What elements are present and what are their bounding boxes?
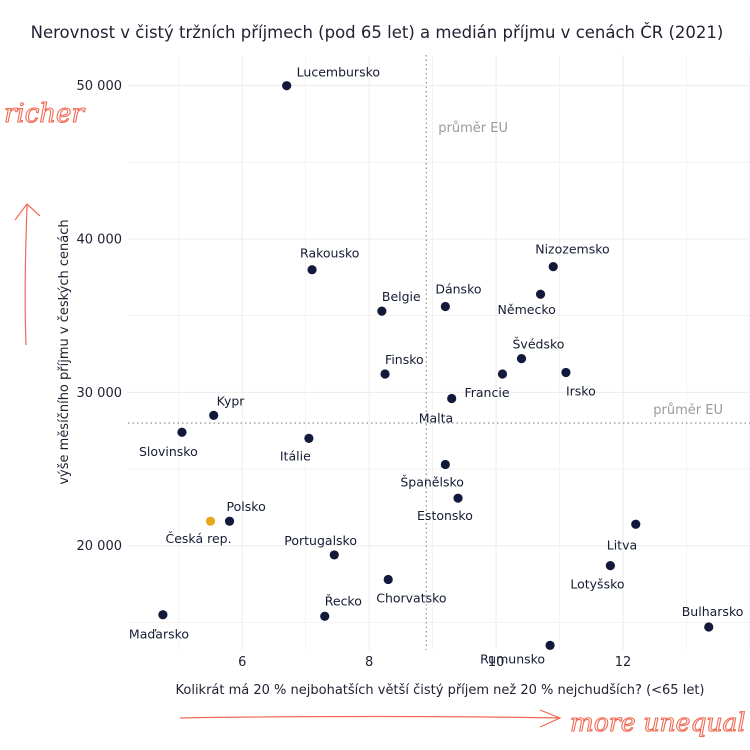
x-axis-title: Kolikrát má 20 % nejbohatších větší čist… bbox=[176, 683, 705, 698]
data-point bbox=[380, 369, 390, 379]
data-point bbox=[561, 367, 571, 378]
point-label: Bulharsko bbox=[682, 604, 744, 619]
eu-average-x-label: průměr EU bbox=[438, 121, 508, 136]
data-point bbox=[282, 81, 292, 91]
data-point bbox=[320, 611, 330, 621]
more-unequal-annotation: more unequal bbox=[179, 707, 746, 738]
y-axis-title: výše měsíčního příjmu v českých cenách bbox=[57, 219, 72, 484]
point-label: Francie bbox=[464, 385, 509, 400]
point-label: Polsko bbox=[227, 499, 266, 514]
data-point bbox=[497, 369, 508, 379]
point-label: Litva bbox=[607, 537, 637, 552]
data-point bbox=[209, 410, 219, 420]
x-tick-label: 10 bbox=[488, 655, 505, 670]
reference-lines: průměr EU průměr EU bbox=[128, 55, 750, 650]
richer-annotation: richer bbox=[3, 98, 86, 346]
point-label: Irsko bbox=[566, 383, 596, 398]
data-point bbox=[224, 516, 235, 526]
data-point bbox=[158, 610, 168, 620]
point-label: Belgie bbox=[382, 289, 421, 304]
point-label: Estonsko bbox=[417, 508, 473, 523]
point-label: Nizozemsko bbox=[535, 242, 609, 257]
x-tick-label: 8 bbox=[365, 655, 373, 670]
data-point bbox=[605, 561, 615, 571]
point-label: Rakousko bbox=[300, 246, 359, 261]
point-label: Lucembursko bbox=[297, 65, 380, 80]
more-unequal-text: more unequal bbox=[570, 708, 745, 737]
x-tick-label: 12 bbox=[615, 655, 632, 670]
point-label: Německo bbox=[498, 302, 556, 317]
point-label: Itálie bbox=[280, 448, 311, 463]
point-label: Lotyšsko bbox=[570, 577, 624, 592]
point-label: Portugalsko bbox=[284, 533, 357, 548]
point-label: Rumunsko bbox=[480, 651, 545, 666]
point-label: Česká rep. bbox=[166, 531, 232, 546]
data-point bbox=[329, 550, 339, 560]
data-point bbox=[205, 516, 216, 526]
point-label: Maďarsko bbox=[129, 627, 189, 642]
data-point bbox=[535, 289, 546, 299]
data-point bbox=[447, 393, 457, 404]
point-labels: Lucembursko Rakousko Nizozemsko Belgie Dánsk… bbox=[129, 65, 743, 667]
point-label: Finsko bbox=[385, 352, 424, 367]
data-point bbox=[548, 262, 558, 272]
point-label: Španělsko bbox=[400, 474, 464, 489]
y-tick-label: 40 000 bbox=[77, 233, 123, 248]
data-point bbox=[440, 459, 450, 470]
data-point bbox=[545, 640, 555, 650]
y-tick-label: 50 000 bbox=[77, 79, 123, 94]
more-unequal-arrow bbox=[179, 709, 562, 728]
richer-arrow bbox=[14, 203, 41, 346]
point-label: Slovinsko bbox=[139, 444, 198, 459]
data-point bbox=[383, 574, 393, 585]
point-label: Chorvatsko bbox=[376, 590, 446, 605]
data-point bbox=[304, 433, 314, 443]
data-point bbox=[631, 519, 641, 529]
point-label: Dánsko bbox=[435, 281, 481, 296]
x-axis-ticks: 6 8 10 12 bbox=[238, 655, 631, 670]
data-point bbox=[516, 354, 527, 364]
data-point bbox=[704, 622, 714, 632]
point-label: Kypr bbox=[217, 393, 246, 408]
data-point bbox=[177, 427, 187, 437]
y-tick-label: 30 000 bbox=[77, 386, 123, 401]
grid bbox=[128, 55, 750, 650]
data-point bbox=[377, 306, 387, 316]
point-label: Malta bbox=[419, 411, 453, 426]
data-point bbox=[307, 265, 317, 275]
data-points bbox=[158, 81, 714, 650]
chart-title: Nerovnost v čistý tržních příjmech (pod … bbox=[31, 23, 724, 42]
x-tick-label: 6 bbox=[238, 655, 246, 670]
richer-text: richer bbox=[4, 99, 85, 129]
point-label: Řecko bbox=[325, 593, 362, 608]
data-point bbox=[440, 301, 450, 312]
eu-average-y-label: průměr EU bbox=[653, 403, 723, 418]
point-label: Švédsko bbox=[513, 337, 565, 352]
y-axis-ticks: 20 000 30 000 40 000 50 000 bbox=[77, 79, 123, 554]
data-point bbox=[453, 493, 463, 503]
y-tick-label: 20 000 bbox=[77, 539, 123, 554]
